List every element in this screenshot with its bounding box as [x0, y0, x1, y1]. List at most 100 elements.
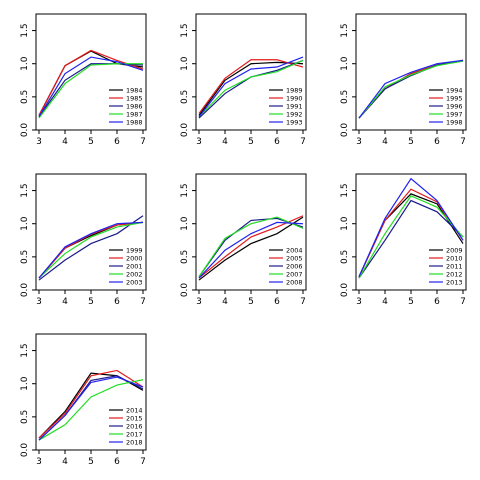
- legend-label: 1988: [126, 118, 143, 126]
- series-line-1997: [358, 60, 464, 119]
- legend-label: 1990: [286, 94, 303, 102]
- series-line-2002: [38, 221, 144, 279]
- x-tick-label: 7: [140, 457, 146, 467]
- y-tick-label: 1.5: [20, 23, 30, 37]
- x-tick-label: 3: [36, 137, 42, 147]
- x-tick-label: 5: [88, 137, 94, 147]
- x-tick-label: 3: [36, 297, 42, 307]
- x-tick-label: 5: [248, 297, 254, 307]
- y-tick-label: 0.0: [180, 123, 190, 138]
- y-tick-label: 0.0: [20, 443, 30, 458]
- series-line-2015: [38, 369, 144, 439]
- y-tick-label: 0.5: [180, 250, 190, 264]
- x-tick-label: 4: [382, 297, 388, 307]
- x-tick-label: 4: [62, 297, 68, 307]
- y-tick-label: 1.5: [20, 183, 30, 197]
- legend-label: 2012: [446, 270, 463, 278]
- y-tick-label: 0.5: [180, 90, 190, 104]
- series-line-2004: [198, 216, 304, 281]
- x-tick-label: 4: [382, 137, 388, 147]
- legend-label: 1998: [446, 118, 463, 126]
- y-tick-label: 0.0: [180, 283, 190, 298]
- legend-label: 1997: [446, 110, 463, 118]
- x-tick-label: 6: [434, 137, 440, 147]
- x-tick-label: 6: [114, 297, 120, 307]
- series-line-2008: [198, 221, 304, 279]
- y-tick-label: 1.0: [180, 216, 190, 231]
- x-tick-label: 5: [248, 137, 254, 147]
- series-line-1992: [198, 59, 304, 118]
- y-tick-label: 1.0: [340, 216, 350, 231]
- y-tick-label: 0.0: [340, 123, 350, 138]
- legend-label: 1986: [126, 102, 143, 110]
- x-tick-label: 3: [196, 297, 202, 307]
- y-tick-label: 0.0: [20, 123, 30, 138]
- series-line-2007: [198, 216, 304, 278]
- y-tick-label: 1.5: [340, 183, 350, 197]
- x-tick-label: 5: [88, 297, 94, 307]
- series-line-2017: [38, 379, 144, 441]
- series-line-1989: [198, 61, 304, 116]
- y-tick-label: 0.5: [20, 250, 30, 264]
- legend-label: 2005: [286, 254, 303, 262]
- y-tick-label: 1.0: [180, 56, 190, 71]
- legend-label: 2014: [126, 406, 143, 414]
- legend-label: 1996: [446, 102, 463, 110]
- legend-label: 1992: [286, 110, 303, 118]
- y-tick-label: 1.5: [180, 183, 190, 197]
- legend-label: 2007: [286, 270, 303, 278]
- x-tick-label: 6: [434, 297, 440, 307]
- x-tick-label: 7: [300, 297, 306, 307]
- y-tick-label: 1.0: [20, 56, 30, 71]
- x-tick-label: 7: [460, 137, 466, 147]
- legend-label: 2004: [286, 246, 303, 254]
- x-tick-label: 7: [460, 297, 466, 307]
- legend-label: 2006: [286, 262, 303, 270]
- x-tick-label: 3: [196, 137, 202, 147]
- x-tick-label: 7: [140, 137, 146, 147]
- legend-label: 2009: [446, 246, 463, 254]
- series-line-1993: [198, 56, 304, 118]
- legend-label: 1999: [126, 246, 143, 254]
- series-line-2012: [358, 195, 464, 279]
- y-tick-label: 0.5: [340, 90, 350, 104]
- legend-label: 2018: [126, 438, 143, 446]
- y-tick-label: 0.5: [20, 90, 30, 104]
- x-tick-label: 5: [88, 457, 94, 467]
- series-line-2018: [38, 376, 144, 441]
- legend-label: 1989: [286, 86, 303, 94]
- x-tick-label: 6: [114, 457, 120, 467]
- legend-label: 1993: [286, 118, 303, 126]
- x-tick-label: 4: [222, 137, 228, 147]
- series-line-1987: [38, 63, 143, 119]
- series-line-2003: [38, 221, 144, 279]
- x-tick-label: 5: [408, 297, 414, 307]
- legend-label: 2003: [126, 278, 143, 286]
- series-line-2001: [38, 215, 144, 281]
- y-tick-label: 1.5: [340, 23, 350, 37]
- series-line-1998: [358, 59, 464, 119]
- x-tick-label: 4: [222, 297, 228, 307]
- legend-label: 1985: [126, 94, 143, 102]
- legend-label: 2016: [126, 422, 143, 430]
- legend-label: 2017: [126, 430, 143, 438]
- y-tick-label: 1.5: [180, 23, 190, 37]
- legend-label: 2010: [446, 254, 463, 262]
- legend-label: 2002: [126, 270, 143, 278]
- legend-label: 2015: [126, 414, 143, 422]
- y-tick-label: 0.5: [340, 250, 350, 264]
- x-tick-label: 5: [408, 137, 414, 147]
- x-tick-label: 3: [356, 137, 362, 147]
- y-tick-label: 0.0: [340, 283, 350, 298]
- x-tick-label: 4: [62, 457, 68, 467]
- x-tick-label: 3: [356, 297, 362, 307]
- legend-label: 2000: [126, 254, 143, 262]
